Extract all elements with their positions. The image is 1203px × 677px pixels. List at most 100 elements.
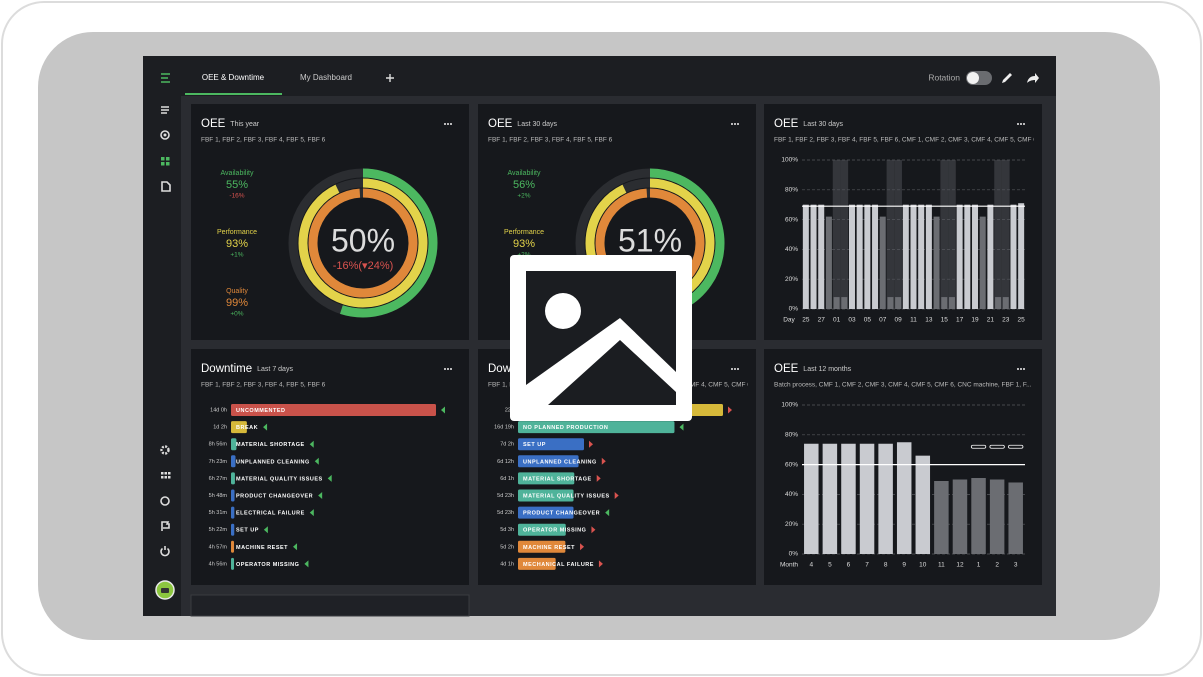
x-tick-label: 25 [802, 317, 810, 324]
downtime-bar [518, 472, 575, 485]
metric-name: Performance [217, 229, 257, 236]
trend-indicator [318, 492, 323, 499]
panel-menu-dot[interactable] [447, 123, 449, 125]
trend-indicator [441, 406, 445, 414]
power-icon[interactable] [160, 546, 170, 557]
trend-indicator [614, 492, 619, 499]
rotation-label: Rotation [928, 72, 960, 82]
flag-icon[interactable] [161, 521, 170, 531]
panel-menu-dot[interactable] [450, 123, 452, 125]
x-tick-label: 8 [884, 562, 888, 569]
panel-menu-dot[interactable] [734, 123, 736, 125]
shaded-column [1001, 160, 1010, 309]
placeholder-mountain [526, 318, 676, 405]
panel-menu-dot[interactable] [731, 368, 733, 370]
panel-filter: FBF 1, FBF 2, FBF 3, FBF 4, FBF 5, FBF 6 [488, 137, 613, 144]
report-icon[interactable] [161, 181, 171, 192]
panel-menu-dot[interactable] [1023, 368, 1025, 370]
y-tick-label: 20% [785, 521, 798, 528]
metric-value: 56% [513, 179, 535, 191]
duration-label: 1d 2h [213, 425, 227, 431]
trend-indicator [679, 423, 684, 431]
duration-label: 6h 27m [209, 476, 228, 482]
trend-indicator [598, 560, 603, 568]
shaded-column [940, 160, 949, 309]
tab-bar [143, 56, 1056, 96]
help-icon[interactable] [160, 496, 170, 506]
panel-menu-dot[interactable] [1020, 123, 1022, 125]
reason-label: MATERIAL SHORTAGE [523, 476, 592, 482]
x-tick-label: 23 [1002, 317, 1010, 324]
reason-label: MATERIAL QUALITY ISSUES [523, 493, 610, 499]
metric-delta: -16% [229, 193, 244, 200]
panel-menu-dot[interactable] [734, 368, 736, 370]
panel-title-text: OEE [774, 363, 799, 375]
x-tick-label: 10 [919, 562, 927, 569]
panel-title-text: OEE [774, 118, 799, 130]
x-tick-label: 21 [987, 317, 995, 324]
bar [833, 297, 840, 309]
x-tick-label: 27 [818, 317, 826, 324]
y-tick-label: 60% [785, 461, 798, 468]
bar [1010, 204, 1017, 309]
panel-menu-dot[interactable] [731, 123, 733, 125]
trend-indicator [601, 457, 606, 465]
panel-menu-dot[interactable] [1023, 123, 1025, 125]
target-icon[interactable] [160, 130, 170, 140]
panel-menu-dot[interactable] [737, 123, 739, 125]
x-tick-label: 03 [848, 317, 856, 324]
reason-label: UNPLANNED CLEANING [523, 459, 597, 465]
panel: OEE Last 30 days FBF 1, FBF 2, FBF 3, FBF … [764, 104, 1042, 340]
reason-label: SET UP [523, 442, 546, 448]
add-tab-icon[interactable] [386, 74, 394, 82]
metric-delta: +1% [230, 252, 243, 259]
downtime-bar [518, 506, 574, 519]
sidebar-icons [155, 73, 175, 600]
panel-menu-dot[interactable] [1017, 123, 1019, 125]
y-tick-label: 40% [785, 491, 798, 498]
panel-menu-dot[interactable] [444, 123, 446, 125]
panel-menu-dot[interactable] [450, 368, 452, 370]
duration-label: 5d 23h [497, 493, 514, 499]
tab-underline [185, 93, 282, 95]
bar [864, 204, 871, 309]
panel: OEE Last 12 months Batch process, CMF 1, C… [764, 349, 1042, 585]
list-icon[interactable] [161, 106, 169, 114]
partial-panel [190, 594, 470, 617]
tab-label[interactable]: OEE & Downtime [202, 73, 265, 82]
x-tick-label: 19 [971, 317, 979, 324]
panel-title: OEE This year [201, 118, 260, 130]
trend-indicator [293, 543, 298, 551]
prior-marker [1008, 444, 1024, 449]
panel-menu-dot[interactable] [1017, 368, 1019, 370]
trend-indicator [327, 474, 332, 482]
bar [856, 204, 863, 309]
apps-icon[interactable] [161, 472, 171, 479]
panel-menu-dot[interactable] [737, 368, 739, 370]
panel-period: Last 7 days [257, 366, 293, 373]
duration-label: 4d 1h [500, 561, 514, 567]
x-tick-label: 7 [865, 562, 869, 569]
duration-label: 5h 48m [209, 493, 228, 499]
panel-period: Last 30 days [517, 121, 557, 128]
panel-menu-dot[interactable] [1020, 368, 1022, 370]
x-tick-label: 11 [910, 317, 917, 324]
dashboard-icon[interactable] [161, 157, 170, 166]
shaded-column [886, 160, 895, 309]
edit-icon[interactable] [1002, 73, 1012, 83]
metric-value: 99% [226, 297, 248, 309]
tab-label[interactable]: My Dashboard [300, 73, 352, 82]
reason-label: OPERATOR MISSING [236, 562, 299, 568]
panel-menu-dot[interactable] [444, 368, 446, 370]
share-icon[interactable] [1027, 73, 1039, 83]
bar [995, 297, 1002, 309]
x-tick-label: 05 [864, 317, 872, 324]
reason-label: MACHINE RESET [236, 545, 288, 551]
trend-indicator [605, 509, 610, 517]
metric-delta: +2% [517, 193, 530, 200]
x-tick-label: 3 [1014, 562, 1018, 569]
bar [872, 204, 879, 309]
menu-icon[interactable] [161, 73, 170, 83]
panel-menu-dot[interactable] [447, 368, 449, 370]
settings-icon[interactable] [160, 445, 170, 455]
